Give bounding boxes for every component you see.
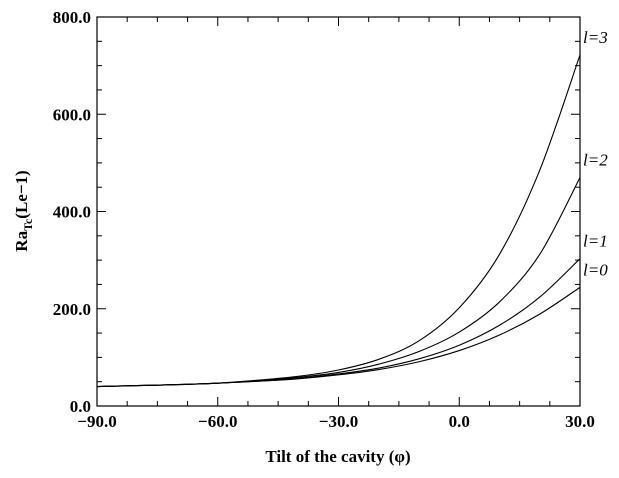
series-label-l-0: l=0 (583, 260, 608, 279)
x-tick-label: 0.0 (449, 412, 470, 431)
x-tick-label: −90.0 (77, 412, 116, 431)
x-axis-title: Tilt of the cavity (φ) (265, 447, 410, 466)
y-tick-label: 0.0 (70, 397, 91, 416)
series-line-l-2 (96, 177, 581, 388)
y-axis-title-rest: (Le−1) (12, 170, 31, 218)
series-lines (96, 54, 581, 388)
x-tick-label: −60.0 (198, 412, 237, 431)
series-label-l-3: l=3 (583, 28, 608, 47)
y-tick-label: 400.0 (53, 203, 91, 222)
series-line-l-0 (96, 286, 581, 388)
series-line-l-1 (96, 258, 581, 388)
series-labels: l=0 l=1 l=2 l=3 (583, 28, 608, 279)
y-tick-label: 200.0 (53, 300, 91, 319)
y-tick-label: 600.0 (53, 105, 91, 124)
y-tick-label: 800.0 (53, 8, 91, 27)
y-axis-title-sub: Tc (21, 218, 35, 231)
y-axis-title: RaTc(Le−1) (12, 170, 35, 251)
x-tick-label: 30.0 (565, 412, 595, 431)
y-axis-title-base: Ra (12, 230, 31, 251)
series-line-l-3 (96, 54, 581, 388)
plot-frame (96, 16, 581, 407)
axis-ticks: −90.0 −60.0 −30.0 0.0 30.0 0.0 200.0 400.0 600.0… (53, 8, 595, 431)
series-label-l-1: l=1 (583, 232, 608, 251)
x-tick-label: −30.0 (319, 412, 358, 431)
series-label-l-2: l=2 (583, 150, 608, 169)
